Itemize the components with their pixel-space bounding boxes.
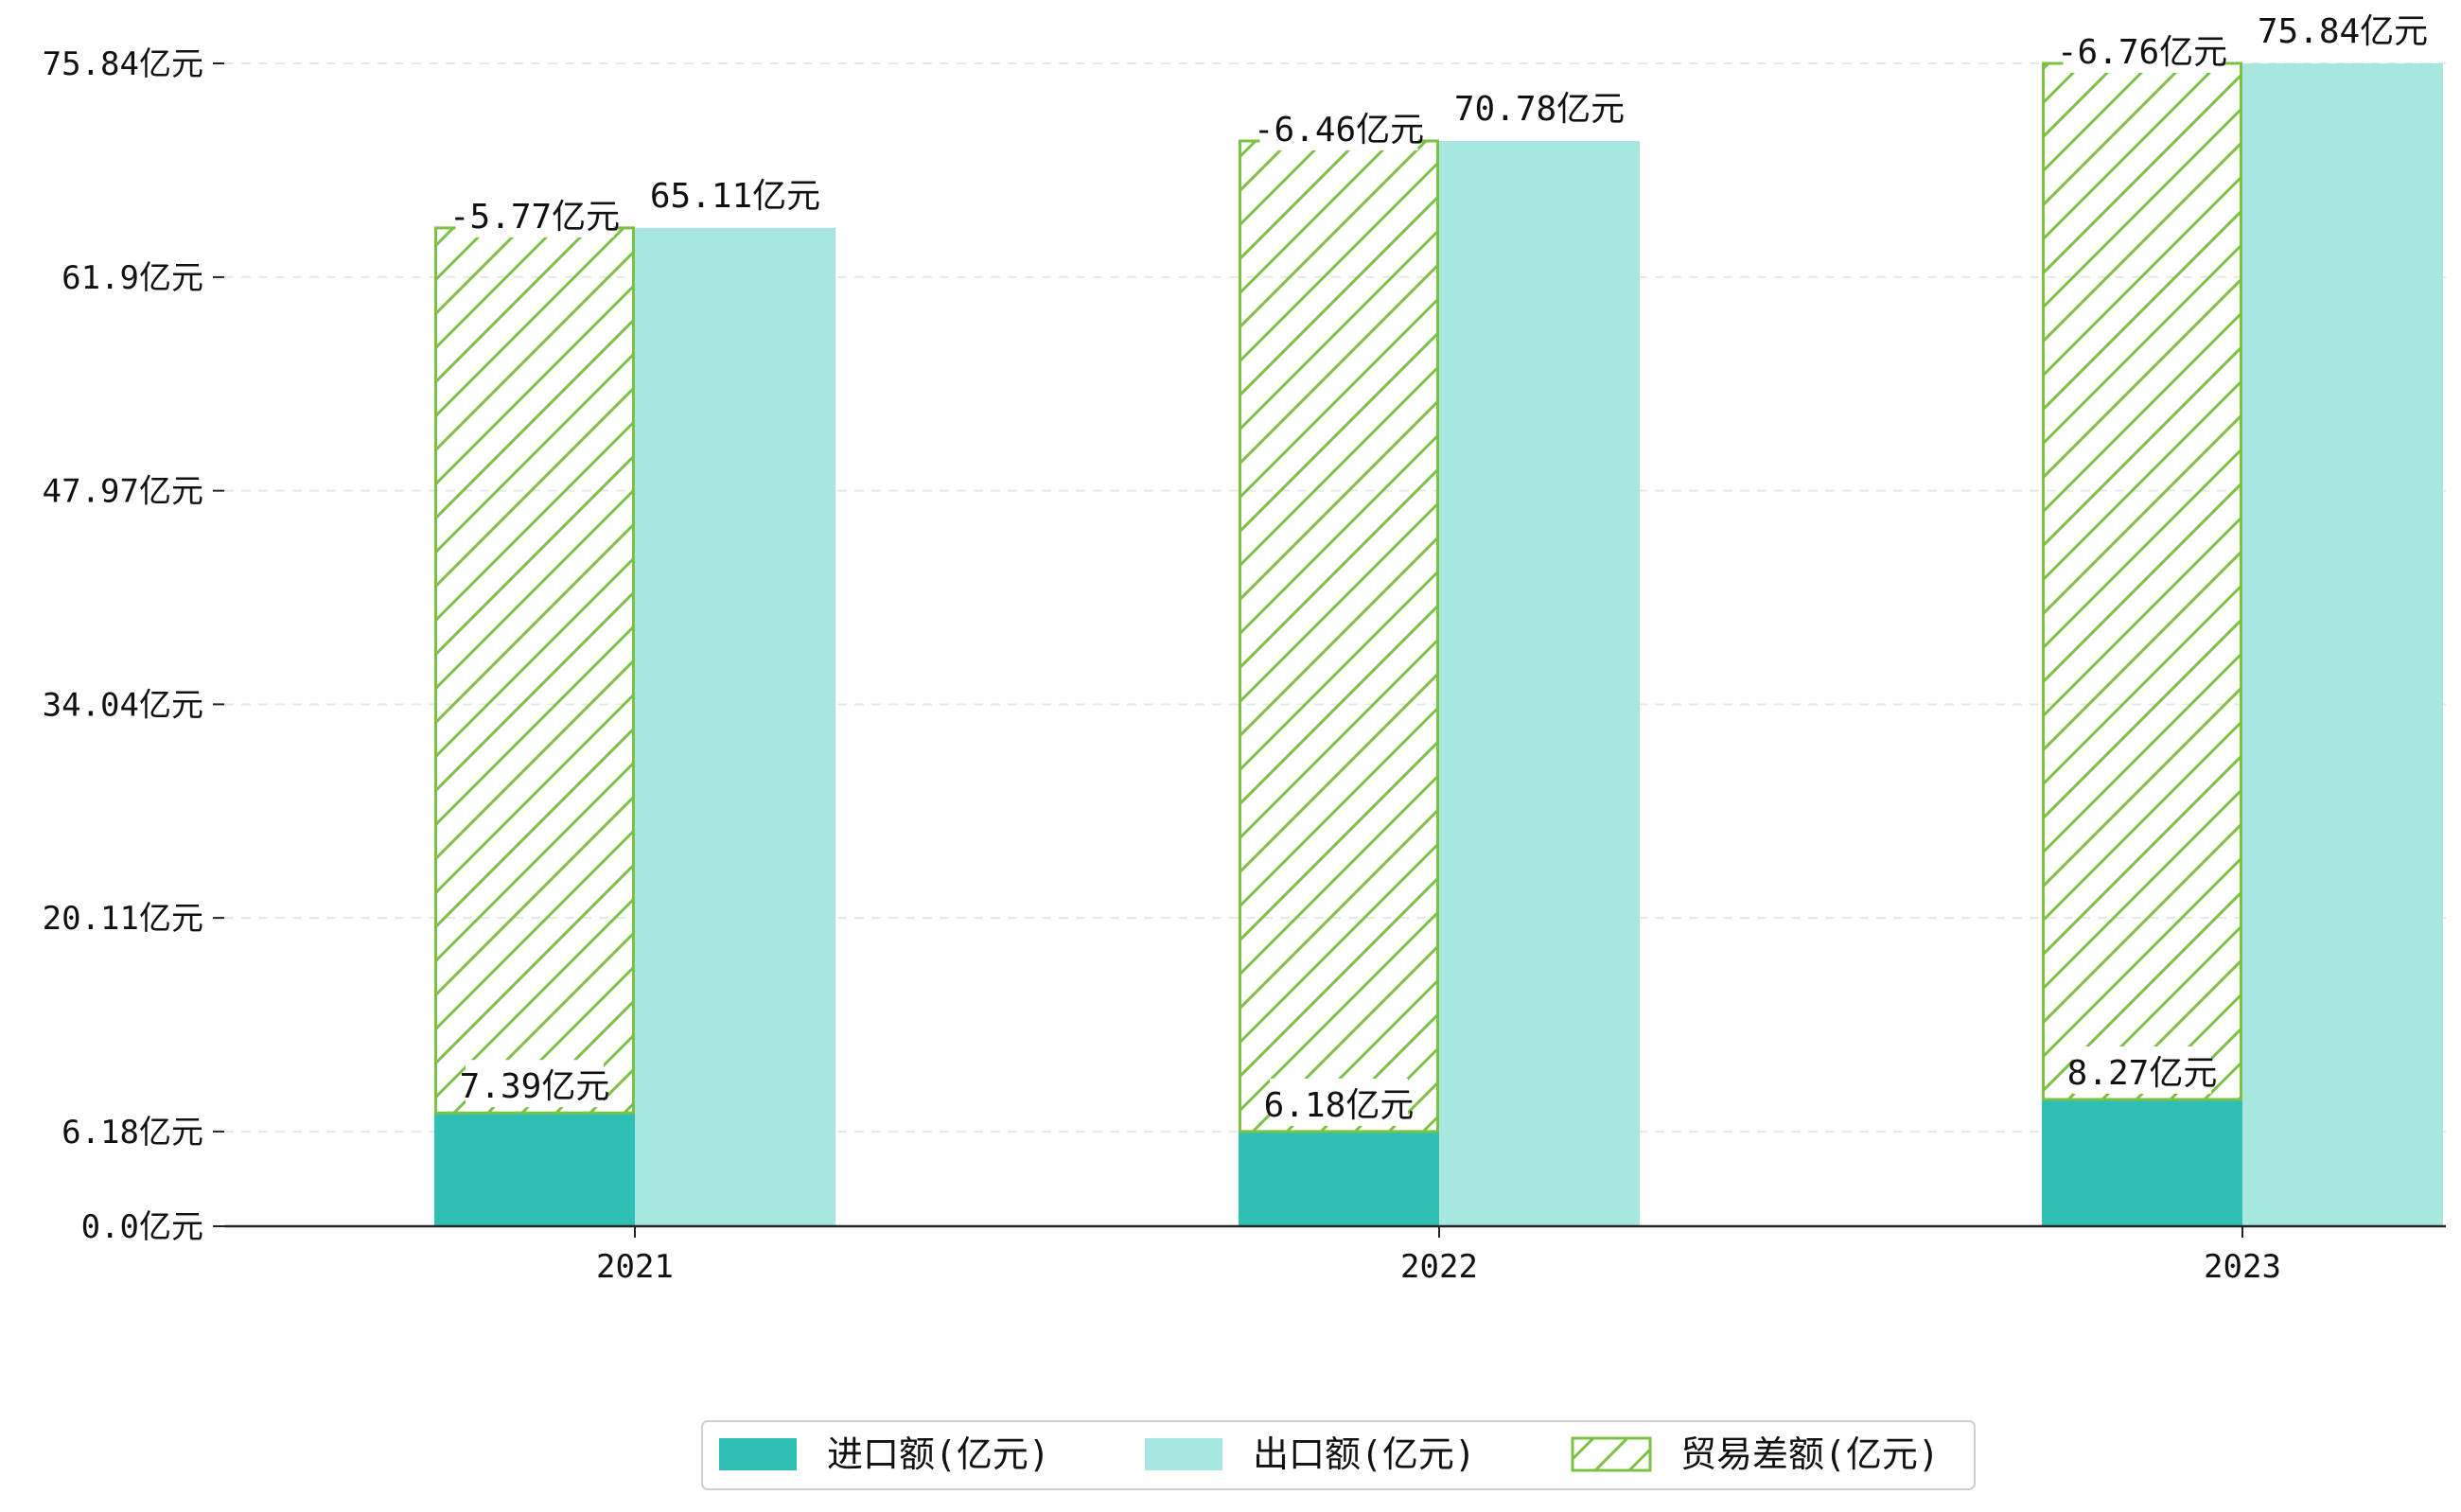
y-tick-label: 47.97亿元 [43, 473, 203, 511]
bar-trade-balance [2042, 62, 2242, 1101]
bars-layer [434, 62, 2443, 1226]
data-label-export: 75.84亿元 [2258, 12, 2428, 51]
data-label-balance: -6.76亿元 [2057, 33, 2227, 72]
legend: 进口额(亿元) 出口额(亿元) 贸易差额(亿元) [701, 1420, 1976, 1490]
x-tick-label: 2023 [2204, 1248, 2281, 1286]
labels-layer: 7.39亿元 65.11亿元 -5.77亿元 6.18亿元 70.78亿元 -6.46亿元… [449, 5, 2428, 1126]
y-tick-label: 6.18亿元 [62, 1114, 203, 1152]
legend-swatch-trade-balance [1571, 1436, 1652, 1472]
data-label-balance-bg [455, 189, 614, 237]
data-label-export-bg [2263, 5, 2422, 52]
data-label-export-bg [656, 168, 815, 217]
data-label-balance-bg [1259, 102, 1418, 150]
data-label-balance-bg [2063, 26, 2222, 73]
bar-import [434, 1113, 635, 1226]
y-tick-label: 75.84亿元 [43, 45, 203, 83]
y-tick-label: 61.9亿元 [62, 259, 203, 297]
bar-trade-balance [434, 226, 635, 1115]
bar-export [1439, 140, 1640, 1226]
data-label-import-bg [466, 1060, 604, 1108]
bar-import [1239, 1131, 1439, 1226]
y-tick-label: 34.04亿元 [43, 686, 203, 724]
data-label-import-bg [2073, 1046, 2211, 1094]
data-label-import: 6.18亿元 [1264, 1086, 1415, 1125]
data-label-export: 70.78亿元 [1454, 90, 1625, 129]
bar-import [2042, 1099, 2242, 1226]
data-label-import: 7.39亿元 [460, 1067, 610, 1106]
data-label-balance: -6.46亿元 [1254, 111, 1424, 149]
axes-layer: 0.0亿元 6.18亿元 20.11亿元 34.04亿元 47.97亿元 61.9亿元 75… [43, 45, 2446, 1286]
legend-label: 进口额(亿元) [827, 1433, 1050, 1475]
data-label-export: 65.11亿元 [650, 177, 820, 216]
data-label-balance: -5.77亿元 [449, 198, 620, 237]
x-tick-label: 2021 [596, 1248, 674, 1286]
bar-export [2242, 63, 2443, 1226]
data-label-import: 8.27亿元 [2067, 1054, 2218, 1093]
y-tick-label: 0.0亿元 [81, 1208, 203, 1246]
legend-label: 贸易差额(亿元) [1680, 1433, 1940, 1475]
y-tick-label: 20.11亿元 [43, 900, 203, 938]
data-label-import-bg [1270, 1078, 1408, 1126]
bar-trade-balance [1239, 139, 1439, 1134]
bar-export [635, 227, 835, 1226]
legend-swatch-import [719, 1438, 797, 1470]
x-tick-label: 2022 [1400, 1248, 1478, 1286]
legend-box [701, 1420, 1976, 1490]
legend-swatch-export [1145, 1438, 1222, 1470]
legend-label: 出口额(亿元) [1253, 1433, 1476, 1475]
data-label-export-bg [1460, 81, 1619, 130]
